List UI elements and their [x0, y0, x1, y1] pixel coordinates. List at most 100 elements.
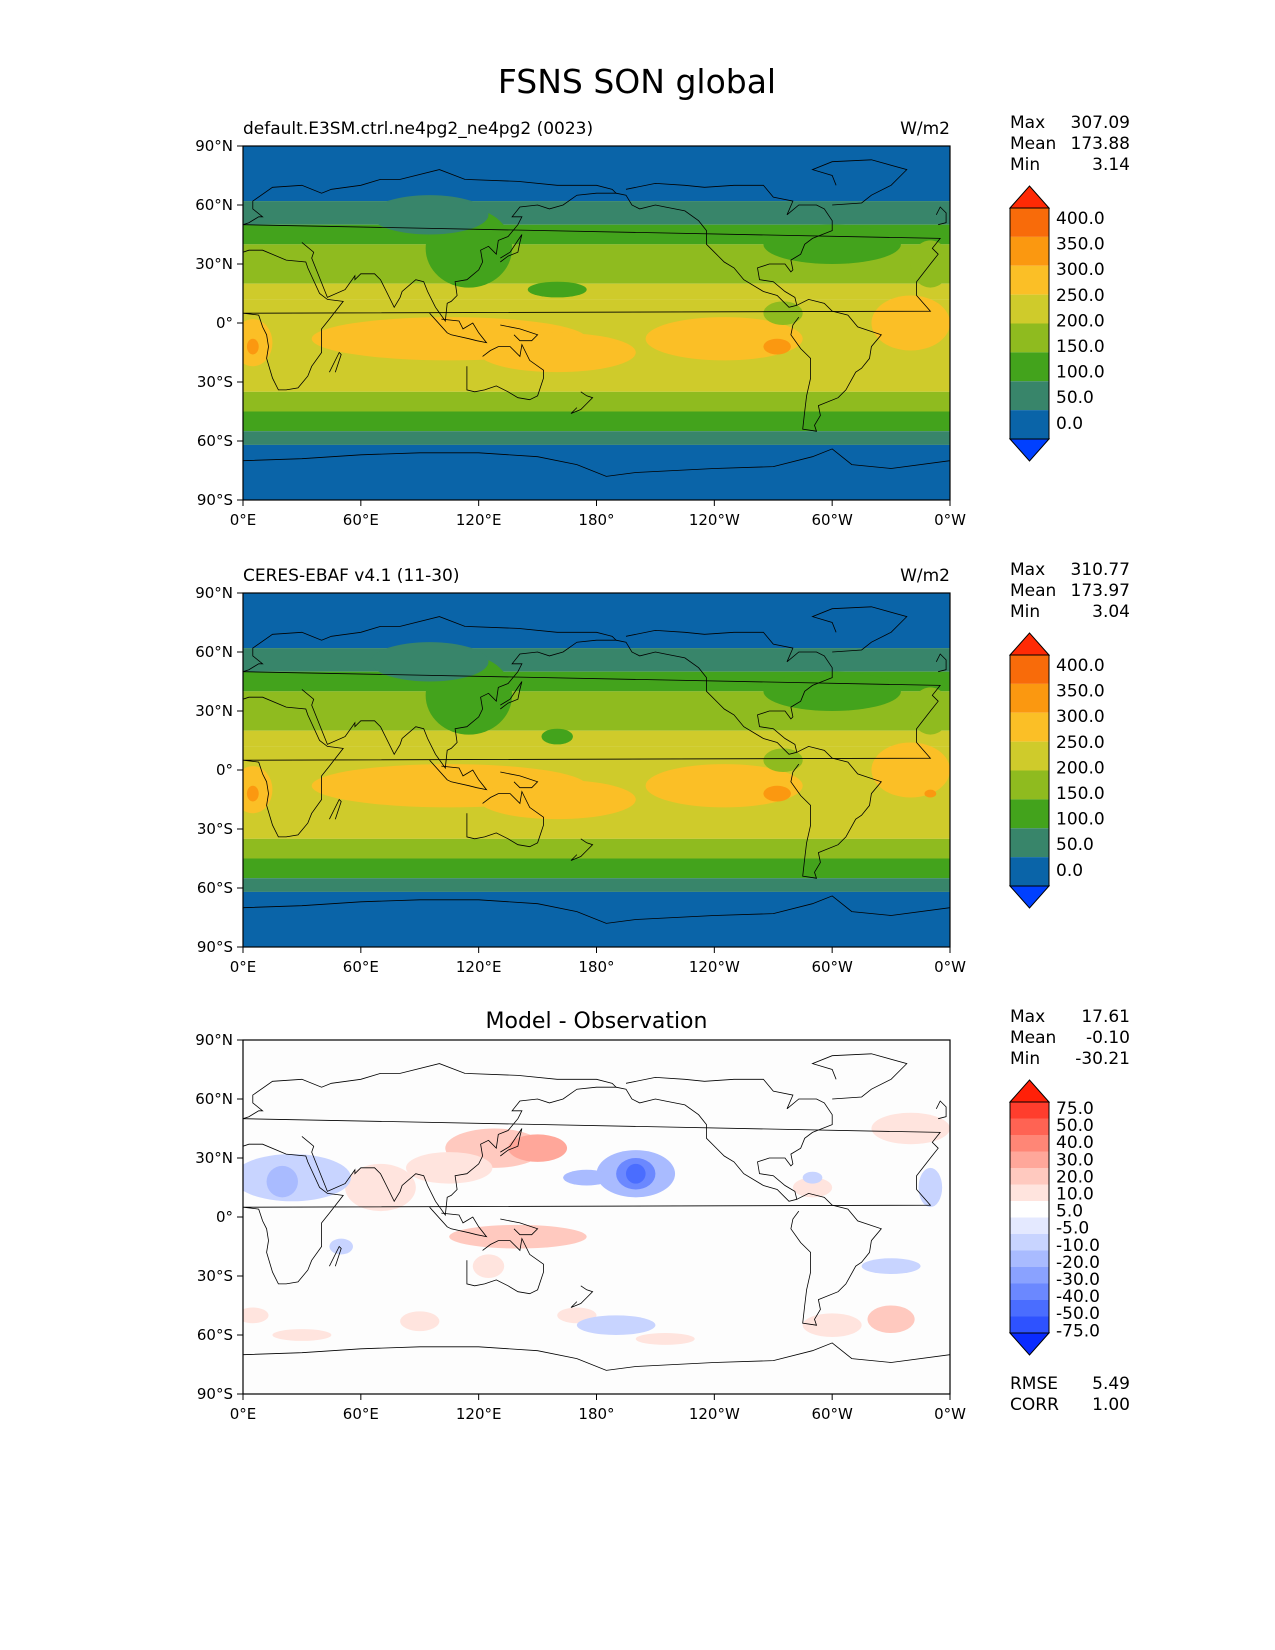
panel-units: W/m2: [900, 566, 950, 586]
coastline: [243, 1342, 950, 1371]
lat-tick-label: 0°: [216, 761, 233, 779]
lat-tick-label: 90°S: [197, 938, 233, 956]
coastline: [243, 169, 618, 323]
diff-contour: [576, 1315, 656, 1335]
diff-contour: [406, 1152, 493, 1184]
diff-contour: [802, 1313, 862, 1337]
coastline: [243, 224, 942, 391]
colorbar-tick-label: -75.0: [1056, 1321, 1100, 1341]
coastline: [243, 616, 618, 770]
colorbar-segment: [1010, 1250, 1049, 1267]
colorbar-segment: [1010, 655, 1049, 684]
colorbar-tick-label: -30.0: [1056, 1270, 1100, 1290]
colorbar-segment: [1010, 712, 1049, 742]
lat-tick-label: 90°S: [197, 1385, 233, 1403]
contour-band: [243, 391, 950, 412]
lat-tick-label: 60°N: [195, 643, 233, 661]
coastline: [790, 745, 882, 879]
coastline: [500, 1218, 539, 1236]
colorbar-tick-label: 100.0: [1056, 363, 1105, 383]
stat-value: 3.04: [1092, 602, 1130, 622]
coastline: [500, 681, 523, 710]
colorbar-segment: [1010, 1300, 1049, 1317]
map-field: [243, 593, 950, 947]
coastline: [570, 1285, 594, 1308]
coastline: [466, 1237, 544, 1295]
colorbar-segment: [1010, 323, 1049, 353]
colorbar-tick-label: -5.0: [1056, 1219, 1089, 1239]
coastline: [243, 1118, 942, 1285]
colorbar-tick-label: 250.0: [1056, 286, 1105, 306]
stat-value: -30.21: [1075, 1049, 1130, 1069]
colorbar-segment: [1010, 770, 1049, 800]
colorbar-segment: [1010, 1316, 1049, 1333]
coastline: [243, 448, 950, 477]
colorbar-tick-label: 350.0: [1056, 235, 1105, 255]
coastline: [466, 790, 544, 848]
colorbar-extend-bottom: [1008, 1332, 1051, 1356]
coastline: [466, 343, 544, 401]
colorbar-segment: [1010, 1135, 1049, 1152]
colorbar-segment: [1010, 381, 1049, 411]
lon-tick-label: 0°W: [934, 958, 966, 976]
panel-units: W/m2: [900, 119, 950, 139]
contour-band: [243, 648, 950, 672]
colorbar-extend-top: [1008, 632, 1051, 656]
panel-center-title: Model - Observation: [486, 1009, 708, 1034]
colorbar-tick-label: 400.0: [1056, 656, 1105, 676]
lat-tick-label: 60°S: [197, 879, 233, 897]
lon-tick-label: 0°E: [230, 1405, 257, 1423]
map-panel-2: CERES-EBAF v4.1 (11-30) W/m2 90°N 60°N 30°N 0…: [195, 560, 1130, 976]
diff-contour: [871, 1112, 950, 1145]
contour-blob: [527, 281, 587, 298]
diff-contour: [635, 1333, 695, 1345]
colorbar-segment: [1010, 857, 1049, 886]
map-panel-1: default.E3SM.ctrl.ne4pg2_ne4pg2 (0023) W/…: [195, 113, 1130, 529]
colorbar-tick-label: 0.0: [1056, 861, 1083, 881]
contour-blob: [645, 764, 803, 808]
colorbar-segment: [1010, 208, 1049, 237]
lat-tick-label: 30°N: [195, 255, 233, 273]
colorbar-tick-label: 200.0: [1056, 311, 1105, 331]
colorbar-segment: [1010, 1283, 1049, 1300]
lon-tick-label: 120°E: [456, 511, 502, 529]
stat-label: Max: [1010, 1007, 1045, 1027]
stat-value: 5.49: [1092, 1374, 1130, 1394]
coastline: [243, 895, 950, 924]
coastline: [429, 759, 488, 791]
diff-contour: [329, 1238, 353, 1255]
lat-tick-label: 30°S: [197, 820, 233, 838]
colorbar-segment: [1010, 1118, 1049, 1135]
lon-tick-label: 120°E: [456, 1405, 502, 1423]
contour-blob: [370, 642, 489, 682]
stat-value: 17.61: [1081, 1007, 1130, 1027]
lon-tick-label: 60°E: [343, 511, 379, 529]
lon-tick-label: 120°E: [456, 958, 502, 976]
colorbar-frame: [1009, 654, 1050, 887]
coastline: [616, 182, 833, 308]
diff-contour: [266, 1165, 298, 1198]
coastline: [811, 606, 908, 653]
map-panel-3: Model - Observation 90°N 60°N 30°N 0° 30°S 60°…: [195, 1007, 1130, 1423]
contour-blob: [541, 728, 573, 745]
contour-blob: [763, 671, 901, 711]
diff-contour: [345, 1163, 416, 1212]
lat-tick-label: 60°S: [197, 432, 233, 450]
figure-title: FSNS SON global: [498, 62, 776, 101]
coastline: [500, 771, 539, 789]
colorbar-tick-label: 5.0: [1056, 1202, 1083, 1222]
colorbar-tick-label: -20.0: [1056, 1253, 1100, 1273]
colorbar-tick-label: 75.0: [1056, 1099, 1094, 1119]
diff-contour: [472, 1254, 505, 1278]
coastline: [790, 298, 882, 432]
colorbar-segment: [1010, 799, 1049, 829]
contour-blob: [645, 317, 803, 361]
contour-blob: [763, 748, 803, 772]
coastline: [329, 798, 342, 820]
coastline: [616, 1076, 833, 1202]
lon-tick-label: 60°W: [811, 958, 853, 976]
colorbar-segment: [1010, 1102, 1049, 1119]
colorbar-tick-label: 300.0: [1056, 707, 1105, 727]
contour-band: [243, 411, 950, 432]
